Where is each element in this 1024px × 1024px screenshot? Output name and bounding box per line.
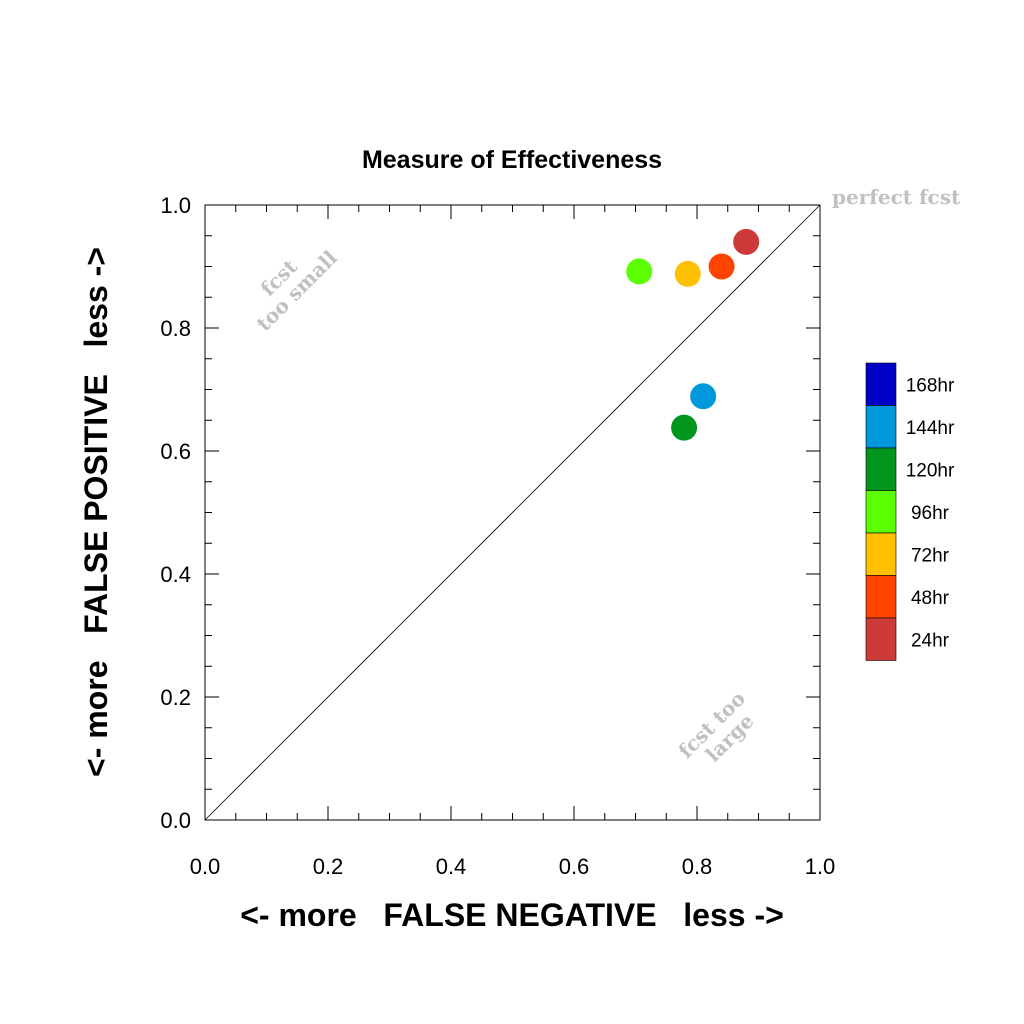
legend-swatch-72hr (865, 532, 897, 576)
data-point-120hr (671, 414, 698, 441)
legend-label-168hr: 168hr (906, 375, 955, 396)
x-axis-title: <- more FALSE NEGATIVE less -> (240, 897, 784, 933)
x-tick-label: 0.0 (190, 854, 221, 879)
diagonal-reference-line (204, 204, 821, 821)
legend-swatch-24hr (865, 617, 897, 661)
plot-area: 0.0 0.2 0.4 0.6 0.8 1.0 0.0 0.2 0.4 0.6 0.8 1.0 (160, 193, 835, 879)
y-tick-label: 0.6 (160, 439, 191, 464)
x-tick-label: 1.0 (805, 854, 836, 879)
annotation-perfect-fcst: perfect fcst (832, 185, 961, 209)
y-tick-label: 0.2 (160, 685, 191, 710)
data-point-24hr (733, 228, 760, 255)
x-tick-label: 0.2 (313, 854, 344, 879)
legend-label-24hr: 24hr (911, 630, 950, 651)
data-point-144hr (690, 383, 717, 410)
legend-label-48hr: 48hr (911, 588, 950, 609)
y-axis-title: <- more FALSE POSITIVE less -> (78, 247, 114, 777)
legend-label-96hr: 96hr (911, 503, 950, 524)
legend-swatch-144hr (865, 405, 897, 449)
legend-label-144hr: 144hr (906, 418, 955, 439)
y-tick-label: 0.4 (160, 562, 191, 587)
x-tick-label: 0.6 (559, 854, 590, 879)
legend-swatch-168hr (865, 362, 897, 406)
annotation-too-large: fcst too large (674, 682, 771, 779)
x-tick-label: 0.4 (436, 854, 467, 879)
legend: 168hr 144hr 120hr 96hr 72hr 48hr 24hr (865, 362, 955, 661)
x-tick-label: 0.8 (682, 854, 713, 879)
legend-swatch-96hr (865, 490, 897, 534)
data-point-96hr (626, 258, 653, 285)
y-tick-label: 0.8 (160, 316, 191, 341)
legend-label-72hr: 72hr (911, 545, 950, 566)
y-tick-label: 1.0 (160, 193, 191, 218)
chart-title: Measure of Effectiveness (362, 146, 662, 174)
data-point-72hr (674, 260, 701, 287)
annotation-too-small: fcst too small (236, 230, 342, 336)
y-tick-label: 0.0 (160, 808, 191, 833)
data-point-48hr (708, 253, 735, 280)
legend-label-120hr: 120hr (906, 460, 955, 481)
legend-swatch-48hr (865, 575, 897, 619)
legend-swatch-120hr (865, 447, 897, 491)
